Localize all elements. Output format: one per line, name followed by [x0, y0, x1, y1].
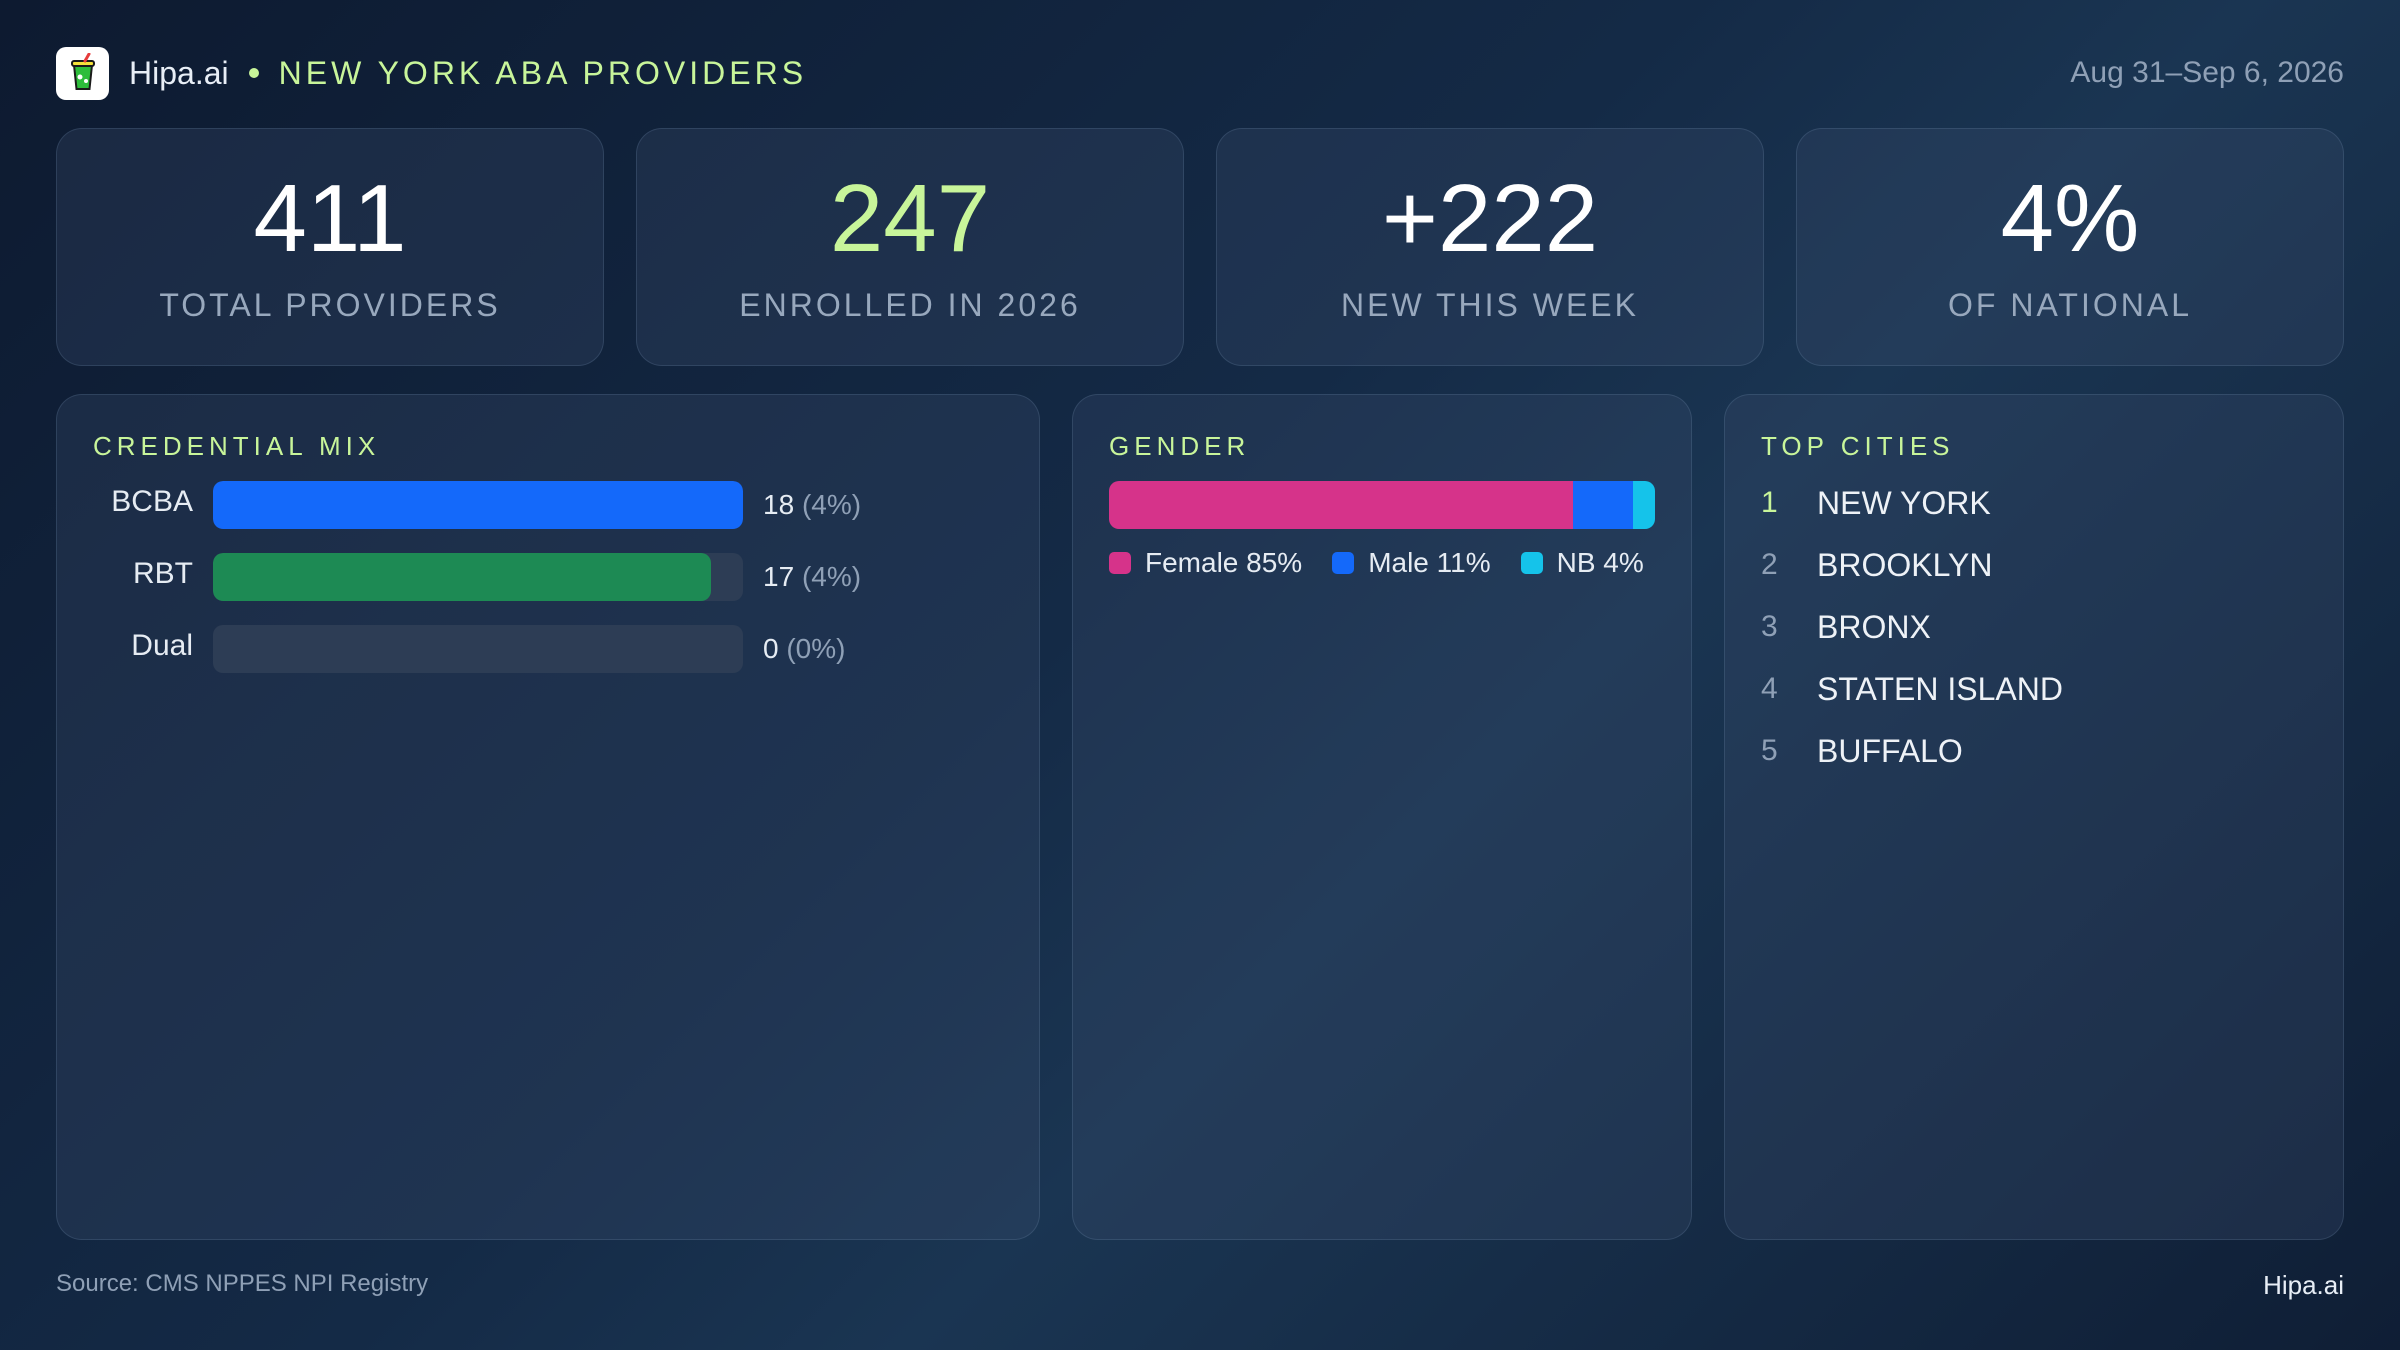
legend-item-male: Male 11%: [1332, 547, 1491, 579]
separator-dot: [248, 68, 259, 78]
city-name: NEW YORK: [1817, 484, 1991, 521]
credential-row-bcba: BCBA 18 (4%): [57, 481, 1039, 529]
stat-label: TOTAL PROVIDERS: [159, 287, 501, 323]
stat-value: 4%: [2000, 165, 2140, 272]
city-rank: 3: [1761, 610, 1778, 643]
panel-title: TOP CITIES: [1761, 431, 1955, 461]
city-row: 1 NEW YORK: [1761, 483, 1991, 523]
city-rank: 2: [1761, 548, 1778, 581]
credential-mix-panel: CREDENTIAL MIX BCBA 18 (4%) RBT 17 (4%) …: [56, 394, 1040, 1240]
stat-value: 411: [253, 165, 407, 272]
credential-label: BCBA: [111, 485, 193, 518]
stat-card-enrolled: 247 ENROLLED IN 2026: [636, 128, 1184, 366]
stat-card-new-this-week: +222 NEW THIS WEEK: [1216, 128, 1764, 366]
panel-title: CREDENTIAL MIX: [93, 431, 381, 461]
credential-bar-track: [213, 625, 743, 673]
city-rank: 1: [1761, 486, 1778, 519]
page-title: NEW YORK ABA PROVIDERS: [278, 54, 808, 91]
gender-legend: Female 85% Male 11% NB 4%: [1109, 547, 1674, 579]
top-cities-panel: TOP CITIES 1 NEW YORK 2 BROOKLYN 3 BRONX…: [1724, 394, 2344, 1240]
city-name: STATEN ISLAND: [1817, 670, 2063, 707]
footer-brand[interactable]: Hipa.ai: [2263, 1270, 2344, 1300]
gender-stacked-bar: [1109, 481, 1655, 529]
credential-count-value: 0: [763, 633, 779, 664]
credential-row-rbt: RBT 17 (4%): [57, 553, 1039, 601]
credential-bar-track: [213, 553, 743, 601]
legend-swatch: [1332, 552, 1355, 574]
source-note: Source: CMS NPPES NPI Registry: [56, 1270, 429, 1297]
credential-bar-track: [213, 481, 743, 529]
stat-value: +222: [1381, 165, 1599, 272]
stat-card-total-providers: 411 TOTAL PROVIDERS: [56, 128, 604, 366]
city-rank: 5: [1761, 734, 1778, 767]
credential-row-dual: Dual 0 (0%): [57, 625, 1039, 673]
legend-label: Male 11%: [1368, 547, 1491, 578]
credential-count: 18 (4%): [763, 489, 861, 521]
panel-title: GENDER: [1109, 431, 1251, 461]
credential-count-value: 17: [763, 561, 795, 592]
gender-segment-female: [1109, 481, 1574, 529]
stat-card-of-national: 4% OF NATIONAL: [1796, 128, 2344, 366]
legend-item-female: Female 85%: [1109, 547, 1302, 579]
app-logo[interactable]: [56, 46, 109, 100]
header: Hipa.ai NEW YORK ABA PROVIDERS Aug 31–Se…: [56, 46, 2344, 100]
credential-label: Dual: [131, 629, 193, 662]
legend-swatch: [1109, 552, 1131, 574]
credential-count: 17 (4%): [763, 561, 861, 593]
credential-label: RBT: [133, 557, 193, 590]
city-row: 3 BRONX: [1761, 607, 1931, 647]
city-name: BRONX: [1817, 608, 1931, 645]
credential-percent: (4%): [801, 489, 862, 520]
credential-percent: (0%): [786, 633, 846, 664]
legend-label: NB 4%: [1556, 547, 1644, 578]
city-row: 4 STATEN ISLAND: [1761, 669, 2063, 709]
city-name: BROOKLYN: [1817, 546, 1993, 583]
city-rank: 4: [1761, 672, 1778, 705]
city-name: BUFFALO: [1817, 732, 1963, 769]
gender-panel: GENDER Female 85% Male 11% NB 4%: [1072, 394, 1692, 1240]
credential-bar-fill: [213, 481, 743, 529]
city-row: 2 BROOKLYN: [1761, 545, 1992, 585]
drink-cup-icon: [70, 53, 95, 90]
legend-label: Female 85%: [1145, 547, 1303, 578]
gender-segment-male: [1573, 481, 1634, 529]
gender-segment-nb: [1633, 481, 1655, 529]
credential-bar-fill: [213, 553, 712, 601]
date-range: Aug 31–Sep 6, 2026: [2070, 56, 2344, 89]
credential-count-value: 18: [763, 489, 795, 520]
credential-count: 0 (0%): [763, 633, 845, 665]
legend-item-nb: NB 4%: [1520, 547, 1644, 579]
stat-label: OF NATIONAL: [1948, 287, 2192, 323]
city-row: 5 BUFFALO: [1761, 731, 1963, 771]
stat-label: ENROLLED IN 2026: [739, 287, 1081, 323]
stat-label: NEW THIS WEEK: [1341, 287, 1639, 323]
stat-value: 247: [829, 165, 991, 272]
credential-percent: (4%): [801, 561, 862, 592]
legend-swatch: [1520, 552, 1543, 574]
brand-name: Hipa.ai: [129, 54, 229, 91]
